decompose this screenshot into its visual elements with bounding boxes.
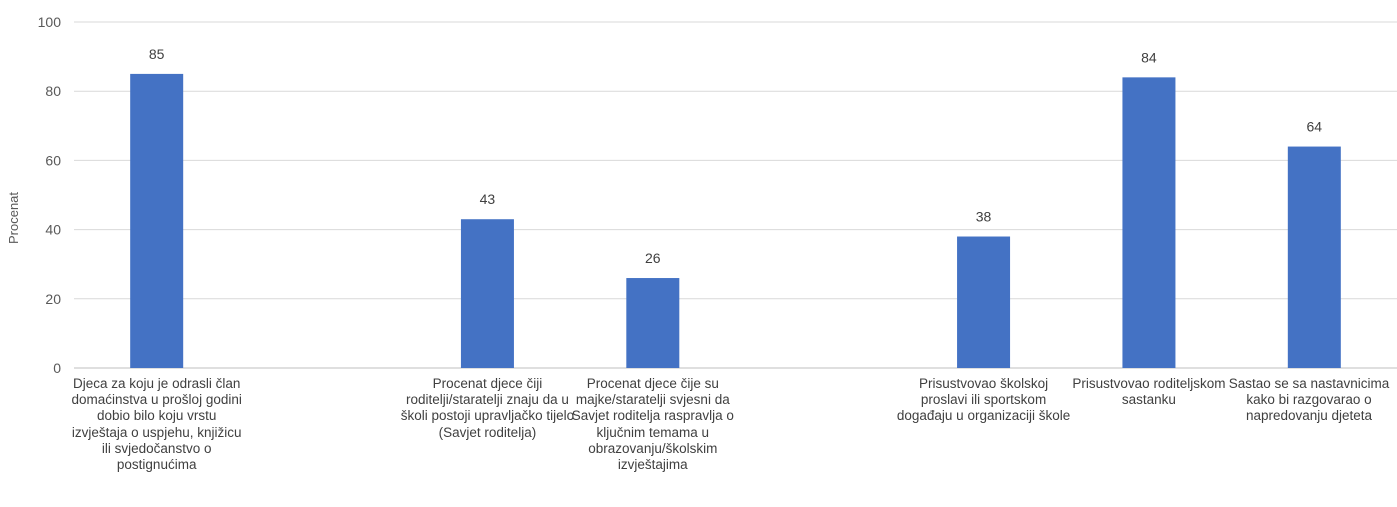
y-tick-label: 0 xyxy=(53,360,61,376)
y-tick-label: 40 xyxy=(45,222,61,238)
x-tick-label: Procenat djece čiji roditelji/staratelji… xyxy=(400,376,575,440)
bar xyxy=(1287,146,1341,368)
bar xyxy=(957,236,1011,368)
bar xyxy=(130,73,184,369)
data-label: 43 xyxy=(480,191,496,207)
data-label: 38 xyxy=(976,209,992,225)
data-label: 85 xyxy=(149,46,165,62)
bar xyxy=(1122,77,1176,369)
bars xyxy=(130,73,1341,369)
data-label: 64 xyxy=(1307,119,1323,135)
y-tick-label: 80 xyxy=(45,83,61,99)
y-tick-label: 100 xyxy=(38,14,62,30)
data-label: 84 xyxy=(1141,49,1157,65)
gridlines xyxy=(74,21,1397,369)
x-tick-label: Prisustvovao školskoj proslavi ili sport… xyxy=(896,376,1071,424)
x-tick-label: Djeca za koju je odrasli član domaćinstv… xyxy=(71,376,242,473)
y-tick-label: 20 xyxy=(45,291,61,307)
x-tick-label: Procenat djece čije su majke/staratelji … xyxy=(571,376,734,473)
y-tick-label: 60 xyxy=(45,152,61,168)
data-label: 26 xyxy=(645,250,661,266)
x-tick-label: Prisustvovao roditeljskom sastanku xyxy=(1072,376,1226,408)
data-labels: 85 43 26 38 84 64 xyxy=(149,46,1322,266)
y-axis-ticks: 0 20 40 60 80 100 xyxy=(38,14,62,376)
x-tick-label: Sastao se sa nastavnicima kako bi razgov… xyxy=(1228,376,1390,424)
y-axis-label: Procenat xyxy=(6,192,21,244)
bar xyxy=(626,278,680,368)
bar xyxy=(460,219,514,368)
